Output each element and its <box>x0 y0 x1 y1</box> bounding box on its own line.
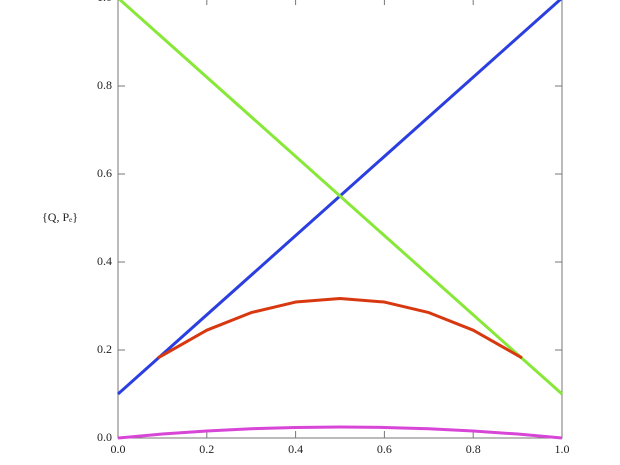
y-axis-label: {Q, Pₑ} <box>42 210 78 224</box>
y-tick-label: 0.6 <box>97 166 112 180</box>
data-line <box>117 0 563 396</box>
x-tick-label: 0.4 <box>288 442 303 456</box>
y-tick-label: 0.2 <box>97 342 112 356</box>
x-tick-label: 0.0 <box>111 442 126 456</box>
x-tick-label: 1.0 <box>555 442 570 456</box>
x-tick-label: 0.6 <box>377 442 392 456</box>
plot-frame <box>117 0 563 439</box>
y-tick-label: 0.4 <box>97 254 112 268</box>
x-tick-label: 0.8 <box>466 442 481 456</box>
x-tick-label: 0.2 <box>199 442 214 456</box>
data-line <box>157 297 523 360</box>
y-tick-label: 1.0 <box>97 0 112 4</box>
y-tick-label: 0.8 <box>97 78 112 92</box>
y-tick-label: 0.0 <box>97 430 112 444</box>
data-line <box>117 425 563 440</box>
